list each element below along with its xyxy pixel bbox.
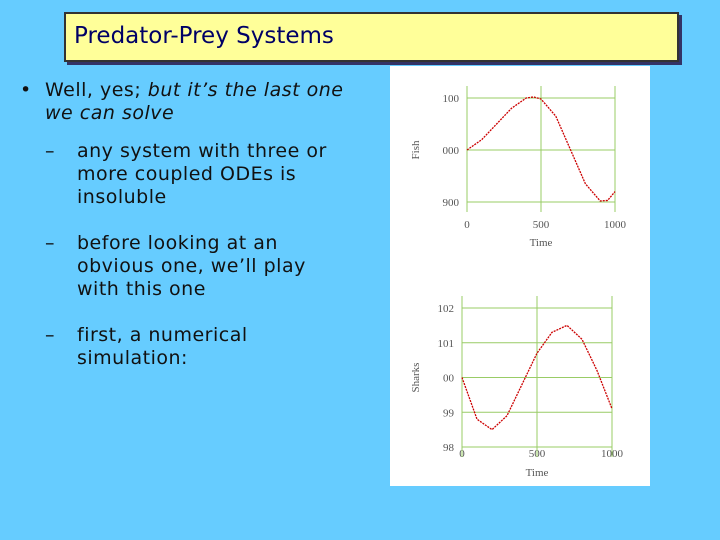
y-tick-label: 900 [443,197,460,209]
sub-dash: – [45,232,55,254]
sub-dash: – [45,140,55,162]
bullet: Well, yes; but it’s the last one we can … [45,79,345,125]
sub-dash: – [45,324,55,346]
x-tick-label: 500 [533,219,550,231]
bullet-text: Well, yes; [45,79,148,101]
y-tick-label: 00 [443,373,455,385]
sub-bullet: any system with three or more coupled OD… [77,140,327,208]
data-line [466,96,616,202]
x-axis-label: Time [530,237,553,249]
y-tick-label: 99 [443,407,455,419]
x-tick-label: 1000 [604,219,627,231]
sub-bullet: first, a numerical simulation: [77,324,248,369]
y-tick-label: 101 [438,338,455,350]
x-axis-label: Time [526,467,549,479]
bullet-dot: • [20,79,32,101]
y-tick-label: 000 [443,145,460,157]
y-tick-label: 100 [443,93,460,105]
x-tick-label: 0 [464,219,470,231]
y-tick-label: 102 [438,303,455,315]
y-axis-label: Sharks [410,363,422,393]
data-line [461,324,613,431]
sub-bullet: before looking at an obvious one, we’ll … [77,232,306,300]
title: Predator-Prey Systems [74,23,334,49]
y-axis-label: Fish [410,140,422,159]
y-tick-label: 98 [443,442,455,454]
chart-panel [390,66,650,486]
bullet-emphasis: but it’s the last one we can solve [45,79,344,124]
title-box: Predator-Prey Systems [64,12,679,62]
